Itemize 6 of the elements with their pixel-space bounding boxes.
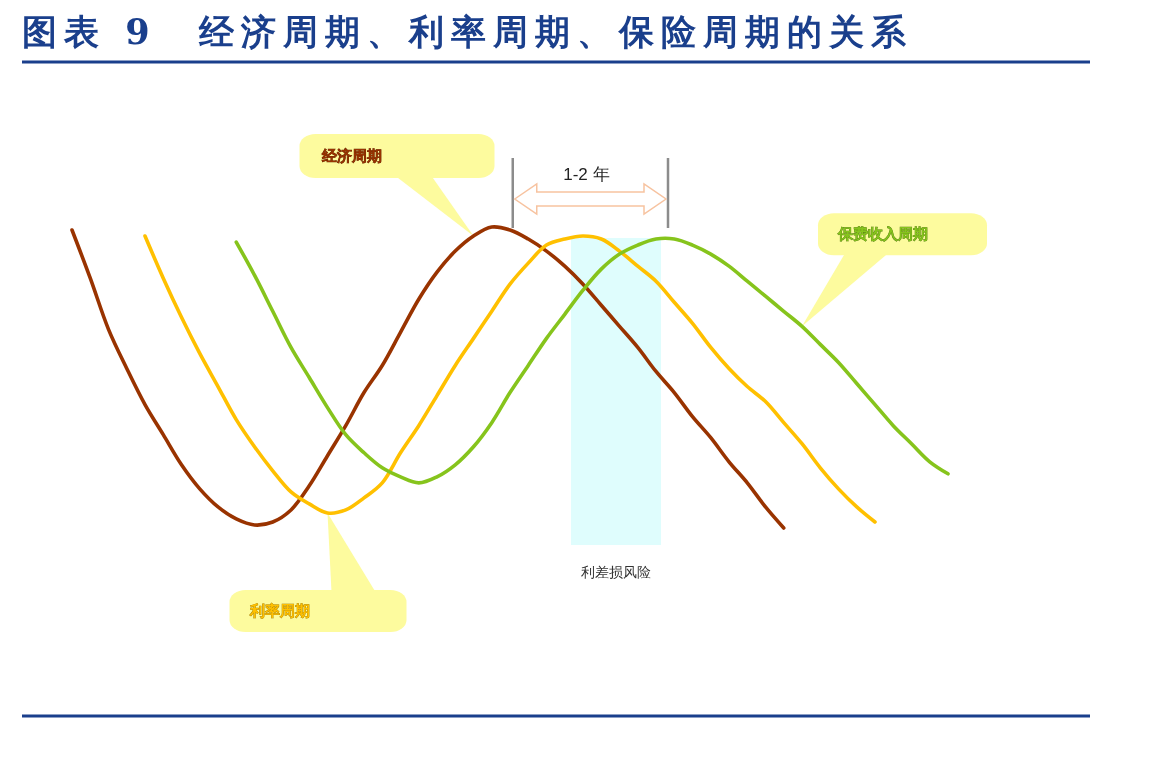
text: 经济周期 (320, 147, 382, 166)
text: 保费收入周期 (837, 225, 928, 244)
text: 1-2 年 (563, 165, 610, 184)
text: 利差损风险 (581, 564, 651, 580)
chart-title: 图表 9 经济周期、利率周期、保险周期的关系 (22, 11, 913, 52)
text: 利率周期 (248, 601, 310, 620)
